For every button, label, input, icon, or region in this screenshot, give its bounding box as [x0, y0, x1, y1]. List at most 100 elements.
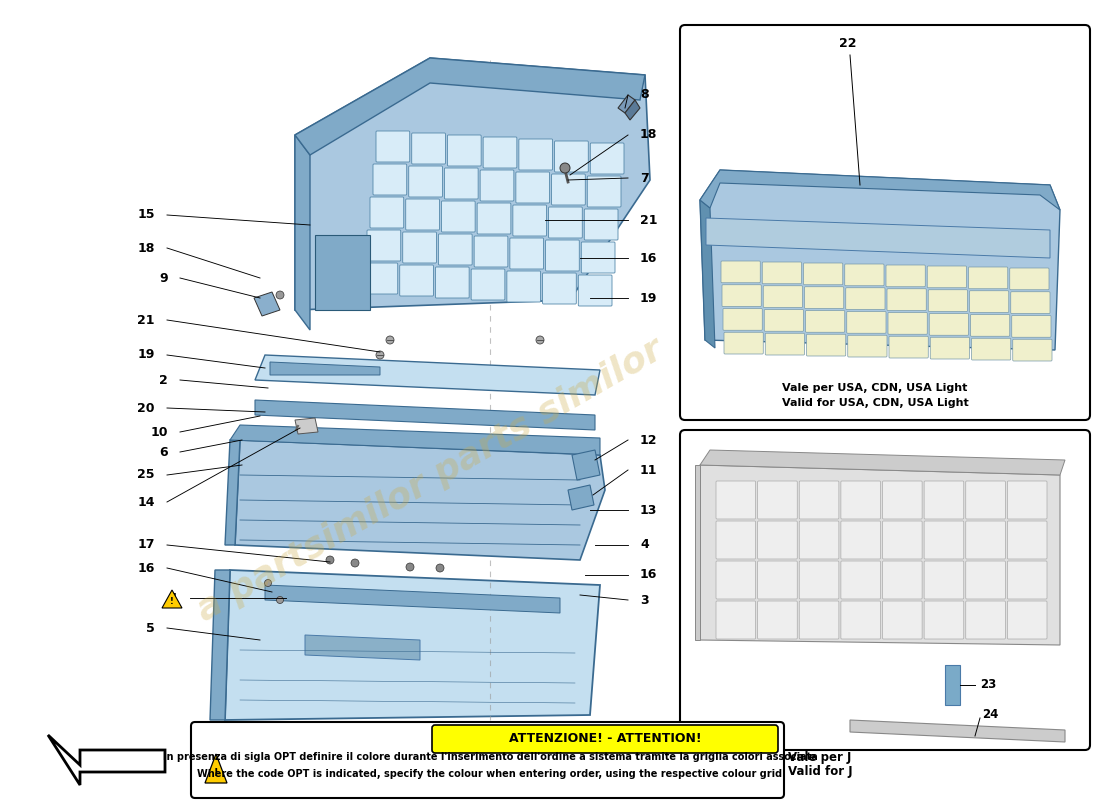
FancyBboxPatch shape: [847, 311, 886, 334]
Polygon shape: [295, 135, 310, 330]
Text: 15: 15: [138, 209, 155, 222]
FancyBboxPatch shape: [886, 265, 925, 286]
FancyBboxPatch shape: [764, 310, 803, 331]
Polygon shape: [295, 58, 645, 155]
Text: !: !: [170, 598, 174, 606]
Text: 21: 21: [138, 314, 155, 326]
FancyBboxPatch shape: [507, 271, 540, 302]
FancyBboxPatch shape: [930, 314, 968, 335]
FancyBboxPatch shape: [924, 521, 964, 559]
FancyBboxPatch shape: [882, 521, 922, 559]
Text: 20: 20: [138, 402, 155, 414]
Circle shape: [386, 336, 394, 344]
Text: 9: 9: [160, 271, 168, 285]
FancyBboxPatch shape: [399, 265, 433, 296]
FancyBboxPatch shape: [887, 289, 926, 310]
FancyBboxPatch shape: [1011, 292, 1050, 314]
FancyBboxPatch shape: [882, 481, 922, 519]
Polygon shape: [700, 465, 1060, 645]
FancyBboxPatch shape: [803, 263, 843, 285]
Polygon shape: [210, 570, 230, 720]
FancyBboxPatch shape: [1008, 561, 1047, 599]
Text: 18: 18: [138, 242, 155, 254]
Polygon shape: [850, 720, 1065, 742]
Circle shape: [326, 556, 334, 564]
FancyBboxPatch shape: [716, 481, 756, 519]
Text: 18: 18: [640, 129, 658, 142]
Polygon shape: [568, 485, 594, 510]
FancyBboxPatch shape: [591, 143, 624, 174]
Text: 17: 17: [138, 538, 155, 551]
Text: 19: 19: [640, 291, 658, 305]
Text: 1: 1: [169, 591, 178, 605]
Text: 11: 11: [640, 463, 658, 477]
FancyBboxPatch shape: [766, 334, 804, 355]
Text: 12: 12: [640, 434, 658, 446]
Polygon shape: [235, 440, 605, 560]
Circle shape: [436, 564, 444, 572]
FancyBboxPatch shape: [191, 722, 784, 798]
Text: 13: 13: [640, 503, 658, 517]
Text: Vale per USA, CDN, USA Light: Vale per USA, CDN, USA Light: [782, 383, 968, 393]
FancyBboxPatch shape: [846, 288, 886, 310]
Polygon shape: [162, 590, 182, 608]
FancyBboxPatch shape: [1013, 339, 1052, 361]
Text: 5: 5: [146, 622, 155, 634]
FancyBboxPatch shape: [483, 137, 517, 168]
Text: Vale per J: Vale per J: [789, 751, 851, 765]
FancyBboxPatch shape: [971, 338, 1011, 360]
Polygon shape: [205, 754, 227, 783]
Text: 16: 16: [640, 569, 658, 582]
Text: 2: 2: [160, 374, 168, 386]
FancyBboxPatch shape: [542, 273, 576, 304]
Circle shape: [376, 351, 384, 359]
Circle shape: [276, 291, 284, 299]
FancyBboxPatch shape: [546, 240, 580, 271]
FancyBboxPatch shape: [373, 164, 407, 195]
Polygon shape: [270, 362, 380, 375]
FancyBboxPatch shape: [439, 234, 472, 265]
FancyBboxPatch shape: [848, 335, 887, 357]
Polygon shape: [295, 418, 318, 434]
FancyBboxPatch shape: [448, 135, 481, 166]
FancyBboxPatch shape: [845, 264, 884, 286]
FancyBboxPatch shape: [927, 266, 967, 288]
Text: 25: 25: [138, 469, 155, 482]
FancyBboxPatch shape: [758, 521, 798, 559]
Text: 22: 22: [839, 37, 857, 50]
FancyBboxPatch shape: [1012, 315, 1050, 338]
FancyBboxPatch shape: [805, 310, 845, 332]
Text: Valid for J: Valid for J: [788, 766, 853, 778]
FancyBboxPatch shape: [758, 481, 798, 519]
Text: 16: 16: [138, 562, 155, 574]
Circle shape: [276, 597, 284, 603]
Polygon shape: [265, 585, 560, 613]
Polygon shape: [255, 355, 600, 395]
FancyBboxPatch shape: [367, 230, 400, 261]
Text: Where the code OPT is indicated, specify the colour when entering order, using t: Where the code OPT is indicated, specify…: [197, 769, 782, 779]
FancyBboxPatch shape: [800, 561, 839, 599]
FancyBboxPatch shape: [931, 338, 969, 359]
FancyBboxPatch shape: [889, 336, 928, 358]
FancyBboxPatch shape: [477, 203, 510, 234]
Polygon shape: [700, 170, 1060, 210]
Circle shape: [351, 559, 359, 567]
Polygon shape: [706, 218, 1050, 258]
Text: 14: 14: [138, 495, 155, 509]
FancyBboxPatch shape: [966, 601, 1005, 639]
FancyBboxPatch shape: [804, 286, 844, 309]
FancyBboxPatch shape: [376, 131, 409, 162]
Polygon shape: [226, 440, 240, 545]
Polygon shape: [305, 635, 420, 660]
FancyBboxPatch shape: [513, 205, 547, 236]
Text: In presenza di sigla OPT definire il colore durante l'inserimento dell'ordine a : In presenza di sigla OPT definire il col…: [163, 752, 817, 762]
Circle shape: [406, 563, 414, 571]
Text: 16: 16: [640, 251, 658, 265]
FancyBboxPatch shape: [406, 199, 439, 230]
Text: 7: 7: [640, 171, 649, 185]
FancyBboxPatch shape: [554, 141, 588, 172]
FancyBboxPatch shape: [966, 561, 1005, 599]
Polygon shape: [315, 235, 370, 310]
FancyBboxPatch shape: [924, 601, 964, 639]
Text: ATTENZIONE! - ATTENTION!: ATTENZIONE! - ATTENTION!: [508, 733, 702, 746]
